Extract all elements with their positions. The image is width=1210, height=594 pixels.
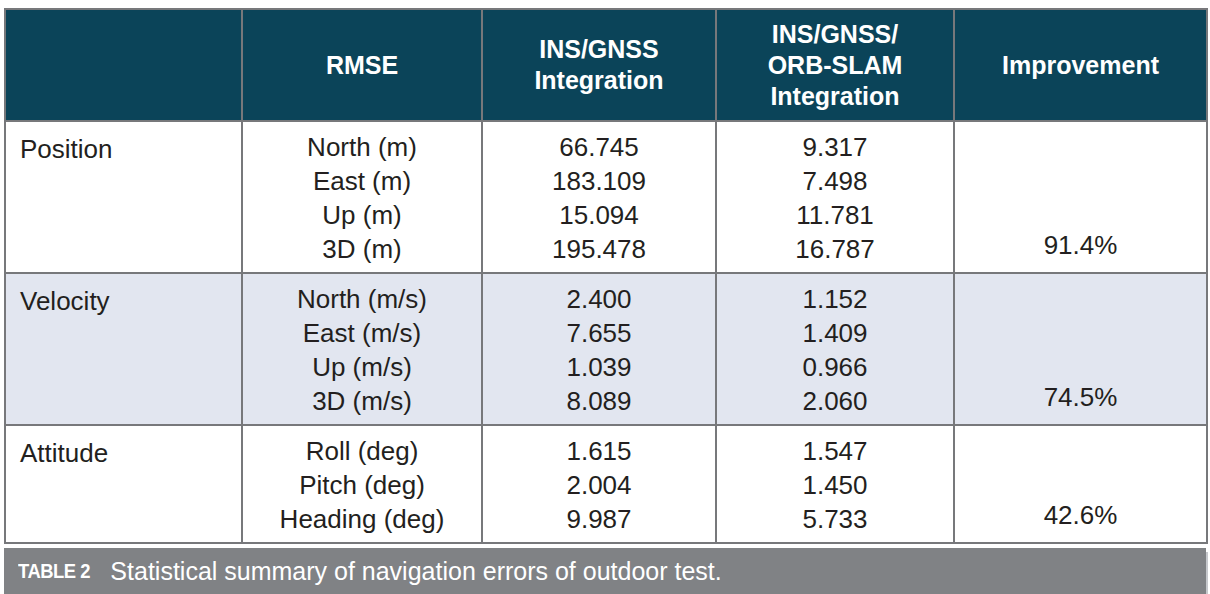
- header-ins-gnss-orb-slam-line1: INS/GNSS/: [717, 19, 953, 50]
- header-ins-gnss: INS/GNSS Integration: [482, 9, 716, 121]
- improvement-cell-attitude: 42.6%: [954, 425, 1207, 543]
- metric-labels-attitude: Roll (deg) Pitch (deg) Heading (deg): [242, 425, 482, 543]
- value-ins-gnss-orb-slam: 9.317: [717, 130, 953, 164]
- header-improvement-label: Improvement: [955, 50, 1206, 81]
- metric-label: East (m/s): [243, 316, 481, 350]
- improvement-value: 91.4%: [955, 228, 1206, 262]
- values-ins-gnss-orb-slam-velocity: 1.152 1.409 0.966 2.060: [716, 273, 954, 425]
- section-attitude: Attitude Roll (deg) Pitch (deg) Heading …: [5, 425, 1207, 543]
- metric-label: Heading (deg): [243, 502, 481, 536]
- header-ins-gnss-line2: Integration: [483, 65, 715, 96]
- header-rmse-label: RMSE: [243, 48, 481, 82]
- metric-label: North (m/s): [243, 282, 481, 316]
- metric-label: Roll (deg): [243, 434, 481, 468]
- metric-label: Pitch (deg): [243, 468, 481, 502]
- metric-label: 3D (m): [243, 232, 481, 266]
- improvement-value: 42.6%: [955, 498, 1206, 532]
- header-improvement: Improvement: [954, 9, 1207, 121]
- metric-labels-velocity: North (m/s) East (m/s) Up (m/s) 3D (m/s): [242, 273, 482, 425]
- header-empty: [5, 9, 242, 121]
- metric-label: North (m): [243, 130, 481, 164]
- table-header-row: RMSE INS/GNSS Integration INS/GNSS/ ORB-…: [5, 9, 1207, 121]
- value-ins-gnss: 2.004: [483, 468, 715, 502]
- value-ins-gnss: 8.089: [483, 384, 715, 418]
- values-ins-gnss-orb-slam-position: 9.317 7.498 11.781 16.787: [716, 121, 954, 273]
- value-ins-gnss-orb-slam: 5.733: [717, 502, 953, 536]
- table-row: Velocity North (m/s) East (m/s) Up (m/s)…: [5, 273, 1207, 425]
- value-ins-gnss-orb-slam: 2.060: [717, 384, 953, 418]
- value-ins-gnss-orb-slam: 1.152: [717, 282, 953, 316]
- section-velocity: Velocity North (m/s) East (m/s) Up (m/s)…: [5, 273, 1207, 425]
- navigation-errors-table: RMSE INS/GNSS Integration INS/GNSS/ ORB-…: [4, 8, 1208, 544]
- value-ins-gnss: 7.655: [483, 316, 715, 350]
- value-ins-gnss-orb-slam: 1.450: [717, 468, 953, 502]
- values-ins-gnss-velocity: 2.400 7.655 1.039 8.089: [482, 273, 716, 425]
- value-ins-gnss: 195.478: [483, 232, 715, 266]
- category-label-attitude: Attitude: [5, 425, 242, 543]
- header-ins-gnss-orb-slam-line3: Integration: [717, 81, 953, 112]
- values-ins-gnss-orb-slam-attitude: 1.547 1.450 5.733: [716, 425, 954, 543]
- improvement-value: 74.5%: [955, 380, 1206, 414]
- values-ins-gnss-attitude: 1.615 2.004 9.987: [482, 425, 716, 543]
- table-row: Position North (m) East (m) Up (m) 3D (m…: [5, 121, 1207, 273]
- value-ins-gnss-orb-slam: 1.409: [717, 316, 953, 350]
- value-ins-gnss-orb-slam: 16.787: [717, 232, 953, 266]
- table-row: Attitude Roll (deg) Pitch (deg) Heading …: [5, 425, 1207, 543]
- header-ins-gnss-line1: INS/GNSS: [483, 34, 715, 65]
- value-ins-gnss-orb-slam: 0.966: [717, 350, 953, 384]
- value-ins-gnss: 1.039: [483, 350, 715, 384]
- improvement-cell-velocity: 74.5%: [954, 273, 1207, 425]
- header-ins-gnss-orb-slam: INS/GNSS/ ORB-SLAM Integration: [716, 9, 954, 121]
- table-caption-bar: TABLE 2 Statistical summary of navigatio…: [4, 548, 1206, 594]
- header-ins-gnss-orb-slam-line2: ORB-SLAM: [717, 50, 953, 81]
- value-ins-gnss: 183.109: [483, 164, 715, 198]
- value-ins-gnss: 9.987: [483, 502, 715, 536]
- header-rmse: RMSE: [242, 9, 482, 121]
- value-ins-gnss: 2.400: [483, 282, 715, 316]
- metric-label: Up (m): [243, 198, 481, 232]
- value-ins-gnss-orb-slam: 11.781: [717, 198, 953, 232]
- page: RMSE INS/GNSS Integration INS/GNSS/ ORB-…: [0, 0, 1210, 594]
- table-caption-text: Statistical summary of navigation errors…: [110, 557, 721, 586]
- value-ins-gnss: 66.745: [483, 130, 715, 164]
- value-ins-gnss-orb-slam: 1.547: [717, 434, 953, 468]
- values-ins-gnss-position: 66.745 183.109 15.094 195.478: [482, 121, 716, 273]
- table-caption-tag: TABLE 2: [18, 560, 90, 583]
- section-position: Position North (m) East (m) Up (m) 3D (m…: [5, 121, 1207, 273]
- value-ins-gnss-orb-slam: 7.498: [717, 164, 953, 198]
- metric-label: 3D (m/s): [243, 384, 481, 418]
- metric-label: Up (m/s): [243, 350, 481, 384]
- metric-label: East (m): [243, 164, 481, 198]
- value-ins-gnss: 15.094: [483, 198, 715, 232]
- category-label-velocity: Velocity: [5, 273, 242, 425]
- metric-labels-position: North (m) East (m) Up (m) 3D (m): [242, 121, 482, 273]
- improvement-cell-position: 91.4%: [954, 121, 1207, 273]
- category-label-position: Position: [5, 121, 242, 273]
- value-ins-gnss: 1.615: [483, 434, 715, 468]
